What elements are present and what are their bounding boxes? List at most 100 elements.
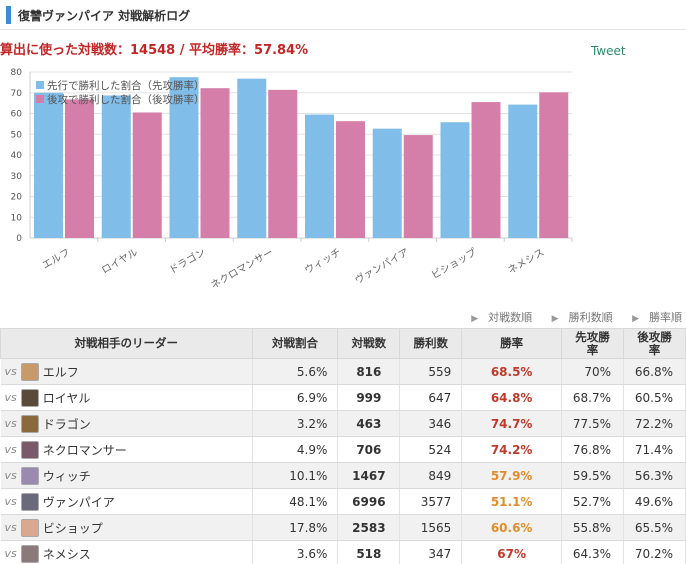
bar-second: [471, 102, 501, 239]
legend-swatch: [36, 81, 44, 89]
winrate-cell: 64.8%: [461, 384, 563, 411]
second-rate-cell: 70.2%: [623, 540, 686, 564]
bar-second: [403, 135, 433, 238]
wins-cell: 3577: [399, 488, 463, 515]
winrate-cell: 74.2%: [461, 436, 563, 463]
share-cell: 10.1%: [252, 462, 339, 489]
winrate-cell: 74.7%: [461, 410, 563, 437]
first-rate-cell: 52.7%: [561, 488, 624, 515]
leader-avatar-icon: [20, 414, 39, 433]
win-rate-chart: 0 10 20 30 40 50 60 70 80 エルフ ロイヤル ドラゴン ネクロマンサー ウィッチヴ…: [11, 68, 573, 292]
y-tick-label: 0: [16, 234, 22, 244]
sort-by-wins-link[interactable]: ▶ 勝利数順: [551, 311, 613, 324]
sort-by-winrate-link[interactable]: ▶ 勝率順: [632, 311, 682, 324]
matchup-table: 対戦相手のリーダー 対戦割合 対戦数 勝利数 勝率 先攻勝率 後攻勝率 vs エル…: [0, 328, 686, 564]
bar-second: [65, 99, 94, 238]
games-cell: 2583: [337, 514, 401, 541]
bar-first: [34, 92, 63, 238]
bar-second: [200, 88, 230, 238]
winrate-cell: 51.1%: [461, 488, 563, 515]
y-tick-label: 60: [11, 110, 23, 120]
leader-name: ドラゴン: [42, 417, 91, 431]
table-row: vs ドラゴン 3.2% 463 346 74.7% 77.5% 72.2%: [0, 410, 686, 437]
leader-cell: vs ネクロマンサー: [0, 436, 253, 463]
table-row: vs ビショップ 17.8% 2583 1565 60.6% 55.8% 65.5%: [0, 514, 686, 541]
leader-cell: vs ビショップ: [0, 514, 253, 541]
share-cell: 17.8%: [252, 514, 339, 541]
legend-swatch: [36, 95, 44, 103]
triangle-right-icon: ▶: [632, 314, 639, 324]
share-cell: 3.2%: [252, 410, 339, 437]
table-row: vs ロイヤル 6.9% 999 647 64.8% 68.7% 60.5%: [0, 384, 686, 411]
games-cell: 518: [337, 540, 401, 564]
vs-label: vs: [4, 521, 17, 534]
y-tick-label: 40: [11, 151, 23, 161]
y-tick-label: 10: [11, 213, 23, 223]
y-tick-label: 70: [11, 89, 23, 99]
leader-cell: vs エルフ: [0, 358, 253, 385]
games-cell: 463: [337, 410, 401, 437]
games-cell: 1467: [337, 462, 401, 489]
second-rate-cell: 72.2%: [623, 410, 686, 437]
wins-cell: 1565: [399, 514, 463, 541]
first-rate-cell: 68.7%: [561, 384, 624, 411]
x-tick-label: エルフ: [41, 247, 72, 272]
leader-name: エルフ: [42, 365, 79, 379]
bar-first: [305, 114, 334, 238]
leader-avatar-icon: [20, 440, 39, 459]
winrate-cell: 67%: [461, 540, 563, 564]
page-title: 復讐ヴァンパイア 対戦解析ログ: [18, 9, 191, 23]
second-rate-cell: 66.8%: [623, 358, 686, 385]
bar-first: [440, 122, 470, 238]
leader-cell: vs ロイヤル: [0, 384, 253, 411]
col-games: 対戦数: [337, 328, 401, 359]
leader-name: ネクロマンサー: [42, 443, 127, 457]
bar-first: [101, 95, 131, 238]
leader-avatar-icon: [20, 518, 39, 537]
col-second-rate: 後攻勝率: [622, 328, 686, 359]
x-tick-label: ネクロマンサー: [209, 246, 276, 291]
x-tick-label: ネメシス: [506, 246, 547, 276]
col-wins: 勝利数: [399, 328, 463, 359]
y-tick-label: 50: [11, 130, 23, 140]
y-tick-label: 30: [11, 172, 23, 182]
x-tick-label: ドラゴン: [167, 245, 208, 276]
first-rate-cell: 76.8%: [561, 436, 624, 463]
vs-label: vs: [4, 443, 17, 456]
bar-second: [336, 121, 365, 238]
first-rate-cell: 59.5%: [561, 462, 624, 489]
x-tick-label: ウィッチ: [303, 246, 344, 276]
legend-label: 後攻で勝利した割合（後攻勝率）: [47, 93, 205, 106]
table-row: vs ネクロマンサー 4.9% 706 524 74.2% 76.8% 71.4%: [0, 436, 686, 463]
share-cell: 4.9%: [252, 436, 339, 463]
y-tick-label: 80: [11, 68, 23, 78]
legend-label: 先行で勝利した割合（先攻勝率）: [47, 79, 205, 92]
games-cell: 6996: [337, 488, 401, 515]
wins-cell: 849: [399, 462, 463, 489]
first-rate-cell: 77.5%: [561, 410, 624, 437]
winrate-cell: 57.9%: [461, 462, 563, 489]
second-rate-cell: 60.5%: [623, 384, 686, 411]
vs-label: vs: [4, 365, 17, 378]
games-cell: 999: [337, 384, 401, 411]
x-tick-label: ビショップ: [429, 246, 478, 281]
y-tick-label: 20: [11, 193, 23, 203]
winrate-cell: 60.6%: [461, 514, 563, 541]
x-tick-label: ロイヤル: [100, 247, 140, 276]
table-row: vs ウィッチ 10.1% 1467 849 57.9% 59.5% 56.3%: [0, 462, 686, 489]
vs-label: vs: [4, 547, 17, 560]
winrate-cell: 68.5%: [461, 358, 563, 385]
page-header: 復讐ヴァンパイア 対戦解析ログ: [0, 0, 686, 30]
sort-by-games-link[interactable]: ▶ 対戦数順: [471, 311, 533, 324]
leader-avatar-icon: [20, 492, 39, 511]
first-rate-cell: 55.8%: [561, 514, 624, 541]
share-cell: 3.6%: [252, 540, 339, 564]
games-cell: 706: [337, 436, 401, 463]
bar-first: [169, 77, 199, 238]
leader-cell: vs ドラゴン: [0, 410, 253, 437]
header-accent-bar: [6, 6, 11, 24]
first-rate-cell: 70%: [561, 358, 624, 385]
leader-cell: vs ネメシス: [0, 540, 253, 564]
tweet-button[interactable]: Tweet: [591, 44, 626, 58]
vs-label: vs: [4, 495, 17, 508]
